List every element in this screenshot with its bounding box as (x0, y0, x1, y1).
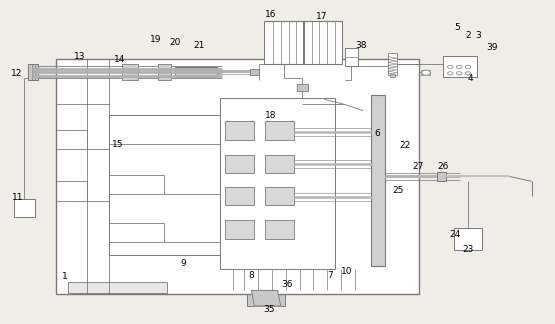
Text: 27: 27 (412, 162, 423, 171)
Bar (250, 69, 259, 75)
Text: 35: 35 (264, 305, 275, 314)
Bar (56, 59, 419, 294)
Text: 14: 14 (114, 55, 126, 64)
Text: 13: 13 (74, 52, 85, 61)
Bar (225, 220, 254, 239)
Text: 20: 20 (170, 38, 181, 47)
Bar (109, 115, 220, 255)
Bar (265, 187, 294, 205)
Text: 8: 8 (249, 271, 254, 280)
Text: 22: 22 (399, 141, 410, 150)
Text: 1: 1 (62, 272, 68, 281)
Bar (421, 70, 430, 75)
Text: 26: 26 (437, 162, 449, 171)
Text: 17: 17 (316, 12, 327, 21)
Bar (454, 228, 482, 250)
Bar (371, 95, 385, 266)
Polygon shape (251, 291, 281, 306)
Text: 7: 7 (327, 271, 333, 280)
Bar (390, 74, 395, 77)
Bar (265, 121, 294, 140)
Bar (345, 48, 358, 66)
Bar (225, 121, 254, 140)
Text: 25: 25 (392, 186, 403, 195)
Bar (122, 64, 138, 80)
Bar (158, 64, 171, 80)
Bar (28, 64, 38, 80)
Bar (265, 155, 294, 173)
Bar (388, 53, 397, 75)
Text: 16: 16 (265, 10, 276, 19)
Text: 9: 9 (181, 259, 186, 268)
Bar (437, 172, 446, 181)
FancyBboxPatch shape (247, 291, 285, 306)
Text: 2: 2 (465, 30, 471, 40)
Bar (225, 155, 254, 173)
Bar (225, 187, 254, 205)
Bar (68, 282, 167, 293)
Bar (220, 98, 335, 269)
Text: 11: 11 (12, 193, 24, 202)
Text: 4: 4 (468, 74, 473, 83)
Text: 23: 23 (462, 245, 474, 254)
Bar (175, 67, 217, 77)
Text: 19: 19 (150, 35, 161, 44)
Text: 15: 15 (112, 140, 123, 149)
Bar (443, 56, 477, 77)
Circle shape (422, 70, 431, 75)
Text: 10: 10 (341, 267, 352, 276)
Text: 24: 24 (450, 230, 461, 239)
Bar (297, 84, 308, 91)
Bar (304, 21, 341, 64)
Text: 5: 5 (454, 23, 460, 31)
Text: 12: 12 (11, 69, 23, 78)
Bar (264, 21, 304, 64)
Text: 36: 36 (281, 280, 292, 289)
Text: 18: 18 (265, 111, 276, 120)
Text: 38: 38 (355, 41, 367, 50)
Text: 39: 39 (486, 42, 497, 52)
Text: 21: 21 (193, 41, 205, 50)
Bar (265, 220, 294, 239)
Bar (13, 199, 34, 217)
Text: 3: 3 (475, 30, 481, 40)
Text: 6: 6 (374, 129, 380, 138)
